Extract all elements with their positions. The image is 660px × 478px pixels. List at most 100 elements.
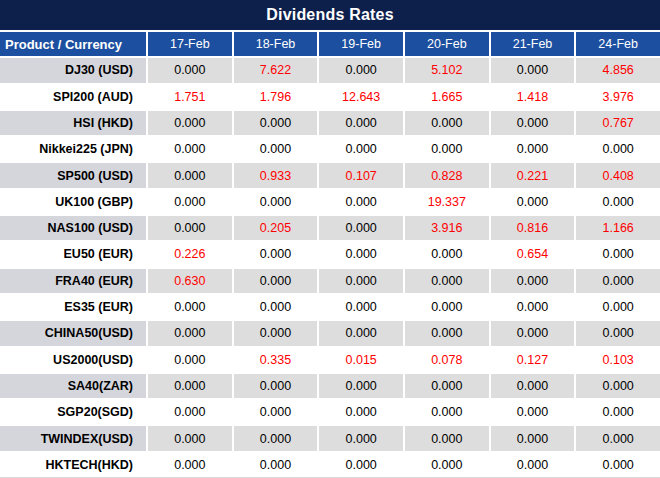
product-label: SGP20(SGD) — [0, 400, 146, 424]
product-label: HKTECH(HKD) — [0, 453, 146, 477]
rate-value: 0.000 — [234, 242, 318, 266]
rate-value: 0.000 — [405, 453, 489, 477]
rate-value: 0.000 — [148, 111, 232, 135]
rate-value: 0.000 — [491, 190, 575, 214]
rate-value: 0.000 — [405, 400, 489, 424]
rate-value: 0.000 — [576, 242, 660, 266]
table-title: Dividends Rates — [0, 0, 660, 32]
rate-value: 0.000 — [234, 137, 318, 161]
rate-value: 0.000 — [234, 453, 318, 477]
rate-value: 0.000 — [148, 190, 232, 214]
rate-value: 0.000 — [405, 269, 489, 293]
rate-value: 0.221 — [491, 163, 575, 187]
rate-value: 0.000 — [319, 58, 403, 82]
rate-value: 0.000 — [405, 242, 489, 266]
product-label: FRA40 (EUR) — [0, 269, 146, 293]
product-label: UK100 (GBP) — [0, 190, 146, 214]
rate-value: 0.107 — [319, 163, 403, 187]
rate-value: 7.622 — [234, 58, 318, 82]
rate-value: 0.000 — [405, 374, 489, 398]
rate-value: 0.000 — [148, 348, 232, 372]
rate-value: 0.000 — [148, 321, 232, 345]
rate-value: 0.000 — [319, 137, 403, 161]
product-label: NAS100 (USD) — [0, 216, 146, 240]
rate-value: 0.000 — [405, 137, 489, 161]
rate-value: 0.000 — [405, 426, 489, 450]
rate-value: 0.000 — [319, 111, 403, 135]
rate-value: 1.751 — [148, 85, 232, 109]
rate-value: 3.976 — [576, 85, 660, 109]
rate-value: 0.000 — [148, 400, 232, 424]
rate-value: 0.000 — [234, 321, 318, 345]
rate-value: 0.000 — [234, 111, 318, 135]
column-header-date: 17-Feb — [148, 32, 232, 56]
rate-value: 0.000 — [576, 374, 660, 398]
rate-value: 0.000 — [319, 426, 403, 450]
rate-value: 0.000 — [491, 374, 575, 398]
rate-value: 0.000 — [576, 453, 660, 477]
rate-value: 0.000 — [576, 321, 660, 345]
rate-value: 0.408 — [576, 163, 660, 187]
rate-value: 0.015 — [319, 348, 403, 372]
rate-value: 0.000 — [576, 400, 660, 424]
column-header-date: 18-Feb — [234, 32, 318, 56]
rate-value: 0.000 — [576, 190, 660, 214]
column-header-date: 19-Feb — [319, 32, 403, 56]
rate-value: 0.205 — [234, 216, 318, 240]
rate-value: 0.000 — [234, 374, 318, 398]
rate-value: 0.828 — [405, 163, 489, 187]
dividends-table: Product / Currency17-Feb18-Feb19-Feb20-F… — [0, 32, 660, 477]
product-label: ES35 (EUR) — [0, 295, 146, 319]
rate-value: 0.000 — [491, 321, 575, 345]
rate-value: 0.000 — [319, 216, 403, 240]
column-header-product-currency: Product / Currency — [0, 32, 146, 56]
rate-value: 0.000 — [234, 426, 318, 450]
rate-value: 0.654 — [491, 242, 575, 266]
rate-value: 0.000 — [234, 400, 318, 424]
rate-value: 0.000 — [234, 295, 318, 319]
rate-value: 0.000 — [148, 426, 232, 450]
rate-value: 1.796 — [234, 85, 318, 109]
product-label: SP500 (USD) — [0, 163, 146, 187]
rate-value: 0.000 — [405, 111, 489, 135]
rate-value: 0.000 — [319, 242, 403, 266]
rate-value: 4.856 — [576, 58, 660, 82]
column-header-date: 20-Feb — [405, 32, 489, 56]
rate-value: 1.665 — [405, 85, 489, 109]
rate-value: 0.000 — [234, 190, 318, 214]
rate-value: 0.000 — [148, 216, 232, 240]
rate-value: 0.000 — [319, 400, 403, 424]
rate-value: 5.102 — [405, 58, 489, 82]
rate-value: 0.000 — [491, 453, 575, 477]
column-header-date: 21-Feb — [491, 32, 575, 56]
rate-value: 0.000 — [491, 58, 575, 82]
product-label: SA40(ZAR) — [0, 374, 146, 398]
product-label: HSI (HKD) — [0, 111, 146, 135]
product-label: Nikkei225 (JPN) — [0, 137, 146, 161]
rate-value: 0.000 — [148, 137, 232, 161]
rate-value: 0.000 — [234, 269, 318, 293]
rate-value: 0.000 — [148, 163, 232, 187]
product-label: CHINA50(USD) — [0, 321, 146, 345]
rate-value: 1.166 — [576, 216, 660, 240]
product-label: EU50 (EUR) — [0, 242, 146, 266]
rate-value: 0.000 — [148, 374, 232, 398]
rate-value: 0.000 — [491, 111, 575, 135]
product-label: TWINDEX(USD) — [0, 426, 146, 450]
rate-value: 0.000 — [319, 269, 403, 293]
rate-value: 3.916 — [405, 216, 489, 240]
rate-value: 0.000 — [405, 321, 489, 345]
rate-value: 0.000 — [148, 453, 232, 477]
rate-value: 0.335 — [234, 348, 318, 372]
rate-value: 0.816 — [491, 216, 575, 240]
rate-value: 12.643 — [319, 85, 403, 109]
rate-value: 0.000 — [405, 295, 489, 319]
rate-value: 0.000 — [576, 137, 660, 161]
product-label: DJ30 (USD) — [0, 58, 146, 82]
rate-value: 0.000 — [319, 190, 403, 214]
rate-value: 0.933 — [234, 163, 318, 187]
product-label: SPI200 (AUD) — [0, 85, 146, 109]
rate-value: 0.000 — [491, 400, 575, 424]
rate-value: 0.000 — [319, 374, 403, 398]
rate-value: 0.767 — [576, 111, 660, 135]
